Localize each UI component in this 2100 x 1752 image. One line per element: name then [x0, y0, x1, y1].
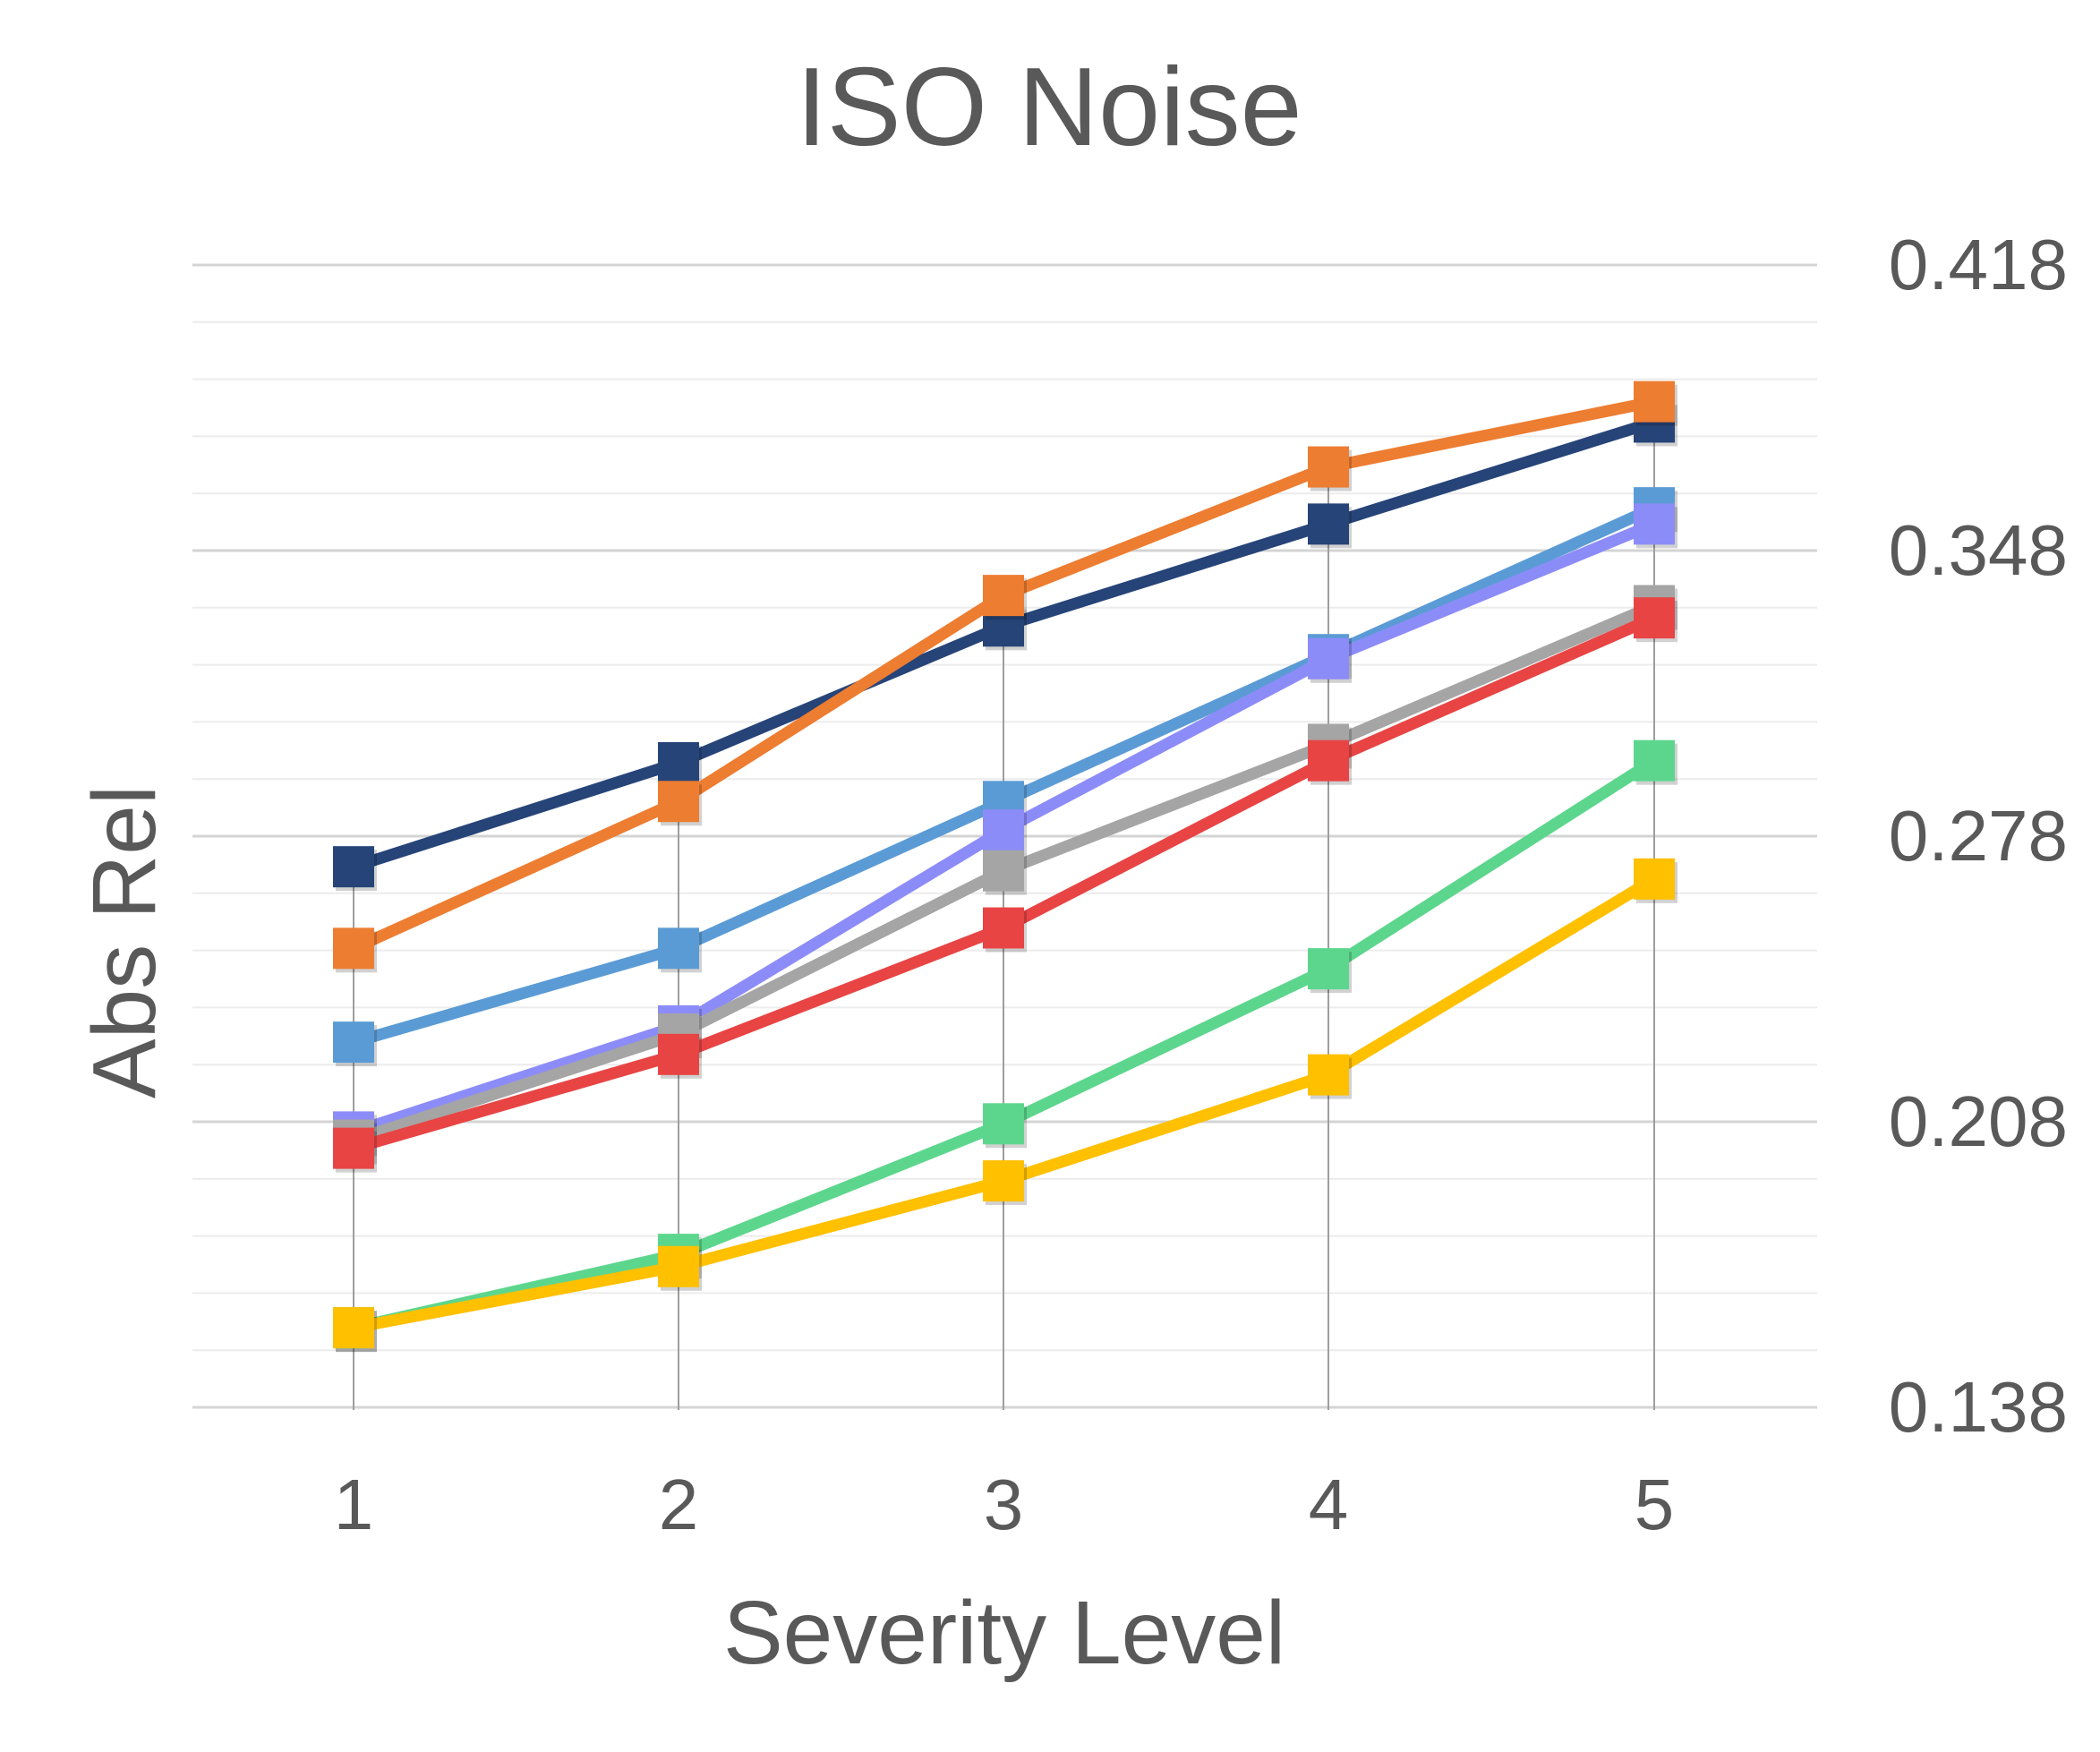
data-point	[1634, 739, 1675, 782]
drop-lines	[353, 401, 1655, 1410]
y-axis-title: Abs Rel	[74, 785, 175, 1098]
series	[333, 380, 1677, 973]
x-tick-label: 2	[659, 1465, 699, 1544]
data-point	[1634, 503, 1675, 545]
data-point	[983, 1160, 1024, 1202]
data-point	[1308, 739, 1349, 782]
data-point	[1308, 1054, 1349, 1096]
x-tick-label: 1	[334, 1465, 374, 1544]
series	[333, 858, 1677, 1353]
data-point	[983, 809, 1024, 851]
y-tick-label: 0.418	[1889, 225, 2068, 304]
data-point	[983, 850, 1024, 892]
data-point	[983, 907, 1024, 949]
y-tick-label: 0.208	[1889, 1081, 2068, 1161]
data-point	[333, 846, 374, 888]
x-tick-label: 3	[984, 1465, 1024, 1544]
data-point	[658, 741, 699, 783]
x-axis-tick-labels: 1 2 3 4 5	[334, 1465, 1675, 1544]
data-point	[658, 1033, 699, 1075]
x-tick-label: 4	[1309, 1465, 1349, 1544]
data-point	[333, 1127, 374, 1169]
series	[333, 401, 1677, 892]
data-point	[658, 1245, 699, 1287]
series	[333, 597, 1677, 1173]
data-point	[658, 781, 699, 823]
data-point	[1634, 597, 1675, 639]
data-point	[1634, 858, 1675, 900]
series-lines	[333, 380, 1677, 1353]
data-point	[1634, 380, 1675, 423]
y-tick-label: 0.278	[1889, 796, 2068, 876]
data-point	[1308, 503, 1349, 545]
data-point	[983, 1103, 1024, 1145]
y-tick-label: 0.348	[1889, 510, 2068, 590]
data-point	[1308, 446, 1349, 488]
y-tick-label: 0.138	[1889, 1367, 2068, 1447]
data-point	[333, 1021, 374, 1064]
x-axis-title: Severity Level	[723, 1583, 1285, 1683]
y-axis-tick-labels: 0.418 0.348 0.278 0.208 0.138	[1889, 225, 2068, 1447]
chart-title: ISO Noise	[796, 46, 1302, 169]
data-point	[333, 1307, 374, 1349]
data-point	[333, 927, 374, 970]
data-point	[1308, 948, 1349, 990]
data-point	[983, 575, 1024, 617]
data-point	[1308, 637, 1349, 679]
x-tick-label: 5	[1635, 1465, 1675, 1544]
series	[333, 503, 1677, 1157]
data-point	[658, 927, 699, 970]
